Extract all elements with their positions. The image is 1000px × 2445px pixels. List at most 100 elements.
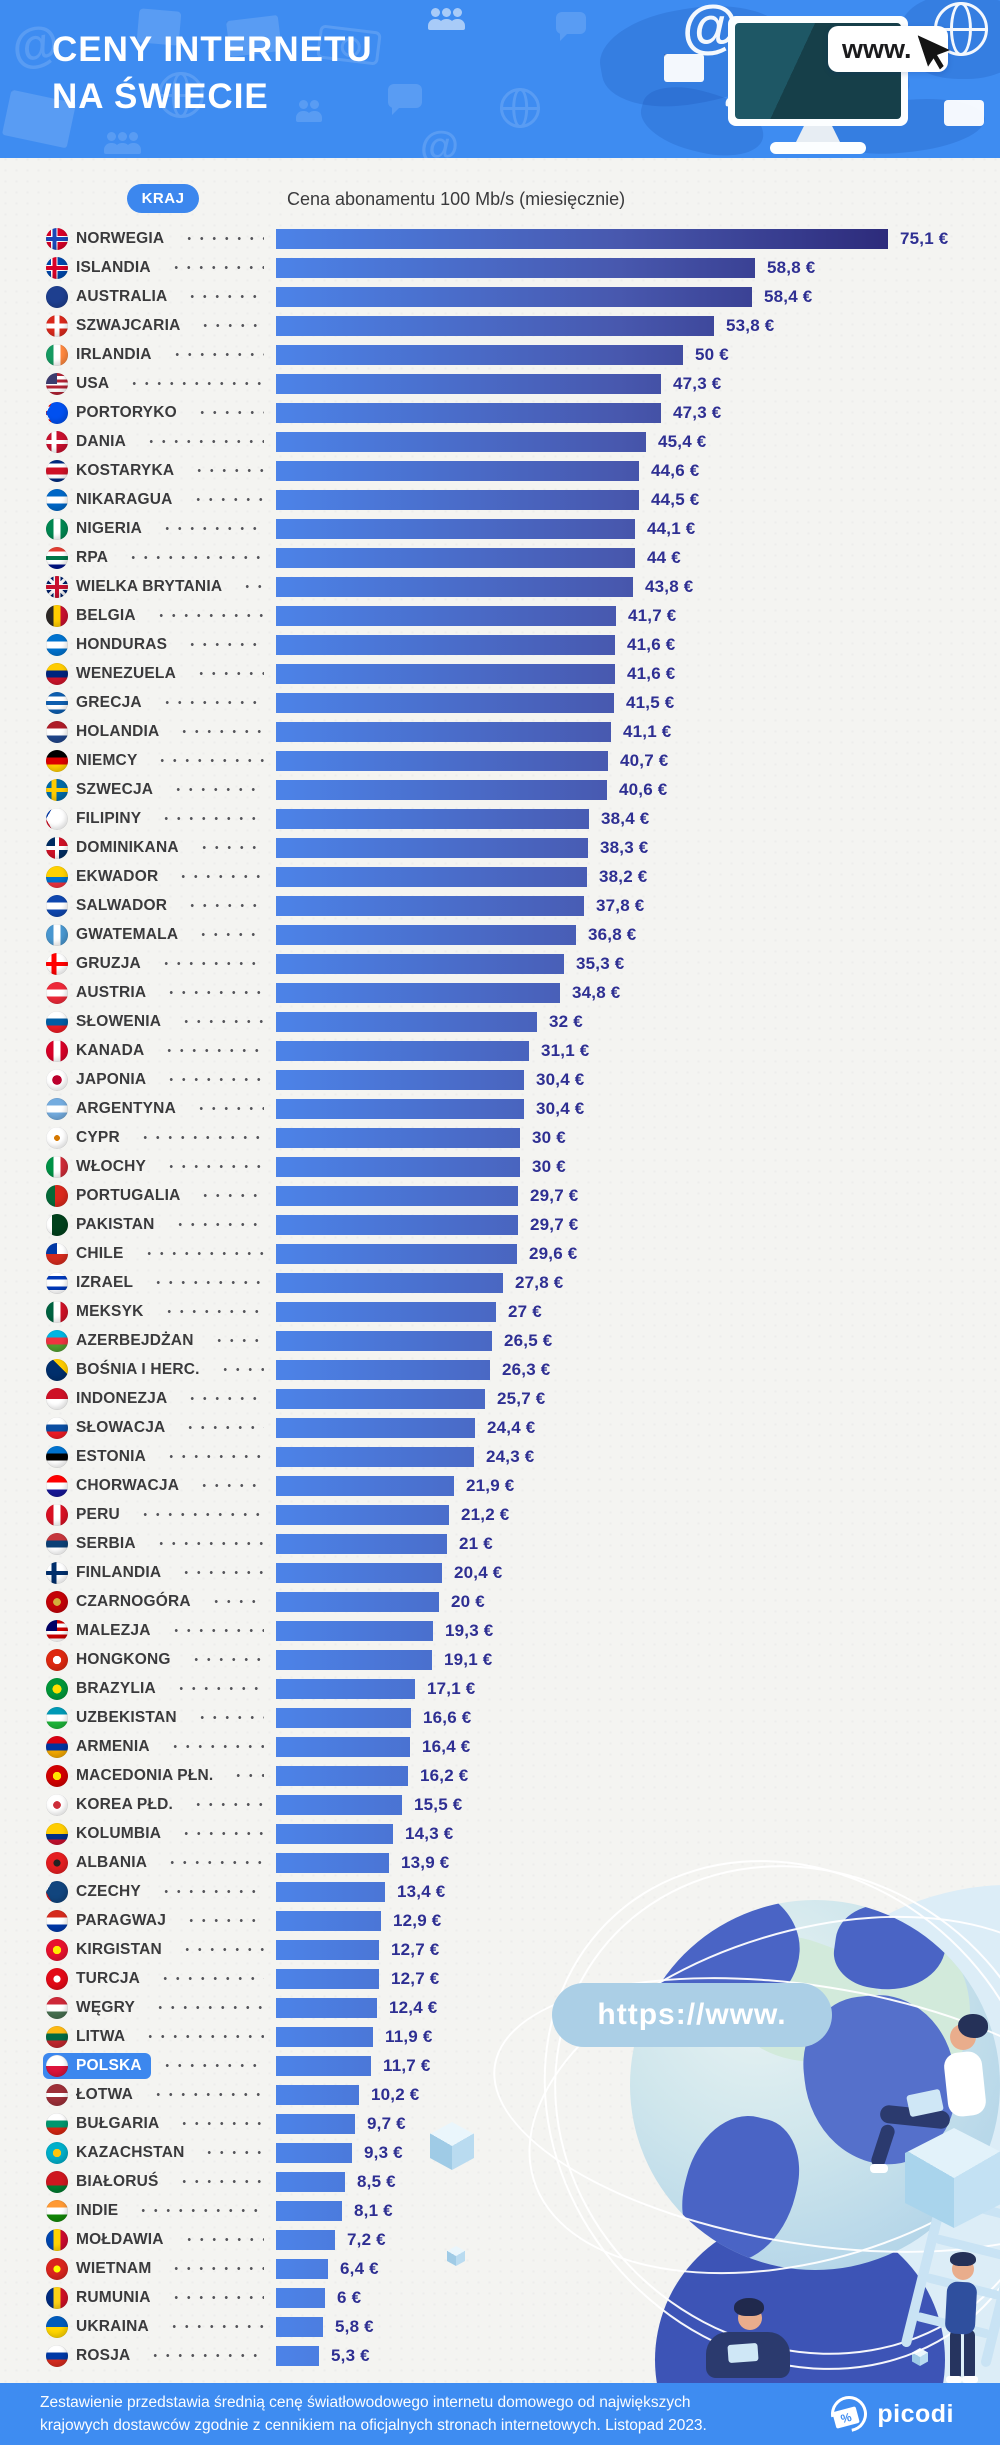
country-label: ISLANDIA bbox=[76, 258, 151, 276]
chart-row: AUSTRALIA 58,4 € bbox=[0, 282, 1000, 311]
price-value: 5,8 € bbox=[335, 2316, 374, 2336]
price-bar bbox=[276, 1968, 379, 1989]
country-group: CHORWACJA bbox=[43, 1473, 188, 1499]
chart-row: UKRAINA 5,8 € bbox=[0, 2312, 1000, 2341]
country-group: CZECHY bbox=[43, 1879, 150, 1905]
country-cell: ESTONIA bbox=[46, 1445, 276, 1468]
dotted-leader bbox=[180, 1571, 264, 1574]
price-bar bbox=[276, 1185, 518, 1206]
chart-row: ARMENIA 16,4 € bbox=[0, 1732, 1000, 1761]
price-value: 27,8 € bbox=[515, 1272, 564, 1292]
country-group: SALWADOR bbox=[43, 893, 176, 919]
country-label: CYPR bbox=[76, 1128, 120, 1146]
country-flag-icon bbox=[46, 1822, 68, 1845]
country-group: HONGKONG bbox=[43, 1647, 180, 1673]
country-flag-icon bbox=[46, 1851, 68, 1874]
country-flag-icon bbox=[46, 1358, 68, 1381]
chart-row: CZARNOGÓRA 20 € bbox=[0, 1587, 1000, 1616]
people-icon bbox=[104, 132, 141, 154]
country-cell: AUSTRALIA bbox=[43, 284, 276, 310]
country-cell: UZBEKISTAN bbox=[46, 1706, 276, 1729]
price-bar bbox=[276, 1388, 485, 1409]
dotted-leader bbox=[180, 1948, 264, 1951]
dotted-leader bbox=[163, 1049, 264, 1052]
price-value: 13,4 € bbox=[397, 1881, 446, 1901]
price-bar bbox=[276, 605, 616, 626]
dotted-leader bbox=[194, 1107, 264, 1110]
price-value: 47,3 € bbox=[673, 373, 722, 393]
country-label: LITWA bbox=[76, 2027, 126, 2045]
price-bar bbox=[276, 1678, 415, 1699]
dotted-leader bbox=[198, 1484, 264, 1487]
country-cell: SŁOWENIA bbox=[46, 1010, 276, 1033]
country-cell: UKRAINA bbox=[46, 2315, 276, 2338]
country-group: IZRAEL bbox=[43, 1270, 142, 1296]
price-bar bbox=[276, 1620, 433, 1641]
country-flag-icon bbox=[46, 1329, 68, 1352]
country-label: SALWADOR bbox=[76, 896, 168, 914]
price-value: 34,8 € bbox=[572, 982, 621, 1002]
footer-text: Zestawienie przedstawia średnią cenę świ… bbox=[40, 2391, 707, 2437]
country-cell: CHILE bbox=[46, 1242, 276, 1265]
dotted-leader bbox=[232, 1774, 264, 1777]
country-flag-icon bbox=[46, 517, 68, 540]
chart-row: NIKARAGUA 44,5 € bbox=[0, 485, 1000, 514]
footer-text-line2: krajowych dostawców zgodnie z cennikiem … bbox=[40, 2417, 707, 2434]
country-flag-icon bbox=[46, 1619, 68, 1642]
price-bar bbox=[276, 344, 683, 365]
price-value: 26,5 € bbox=[504, 1330, 553, 1350]
dotted-leader bbox=[160, 2064, 264, 2067]
price-bar bbox=[276, 2084, 359, 2105]
price-value: 30 € bbox=[532, 1127, 566, 1147]
price-value: 31,1 € bbox=[541, 1040, 590, 1060]
country-cell: KAZACHSTAN bbox=[46, 2141, 276, 2164]
dotted-leader bbox=[151, 2093, 264, 2096]
country-flag-icon bbox=[46, 778, 68, 801]
country-label: SERBIA bbox=[76, 1534, 136, 1552]
country-flag-icon bbox=[46, 546, 68, 569]
chart-row: GRUZJA 35,3 € bbox=[0, 949, 1000, 978]
country-cell: POLSKA bbox=[43, 2052, 276, 2079]
country-flag-icon bbox=[46, 1474, 68, 1497]
country-cell: MEKSYK bbox=[46, 1300, 276, 1323]
country-group: HOLANDIA bbox=[43, 719, 168, 745]
country-flag-icon bbox=[46, 401, 68, 424]
price-value: 41,5 € bbox=[626, 692, 675, 712]
globe-icon bbox=[158, 72, 204, 118]
country-flag-icon bbox=[46, 633, 68, 656]
country-group: AUSTRALIA bbox=[43, 284, 176, 310]
chart-row: WIELKA BRYTANIA 43,8 € bbox=[0, 572, 1000, 601]
chart-row: ISLANDIA 58,8 € bbox=[0, 253, 1000, 282]
dotted-leader bbox=[149, 2354, 264, 2357]
country-label: DOMINIKANA bbox=[76, 838, 179, 856]
price-value: 19,1 € bbox=[444, 1649, 493, 1669]
dotted-leader bbox=[195, 411, 264, 414]
people-icon bbox=[296, 100, 322, 122]
chart-row: HONGKONG 19,1 € bbox=[0, 1645, 1000, 1674]
price-value: 58,8 € bbox=[767, 257, 816, 277]
country-flag-icon bbox=[46, 1677, 68, 1700]
country-group: TURCJA bbox=[43, 1966, 149, 1992]
chart-row: KOREA PŁD. 15,5 € bbox=[0, 1790, 1000, 1819]
country-cell: HOLANDIA bbox=[43, 719, 276, 745]
country-cell: DANIA bbox=[46, 430, 276, 453]
country-group: DOMINIKANA bbox=[43, 835, 188, 861]
country-group: NIEMCY bbox=[43, 748, 146, 774]
dotted-leader bbox=[178, 2122, 264, 2125]
people-icon bbox=[428, 8, 465, 30]
price-value: 41,6 € bbox=[627, 634, 676, 654]
chart-row: WIETNAM 6,4 € bbox=[0, 2254, 1000, 2283]
price-value: 20,4 € bbox=[454, 1562, 503, 1582]
chart-row: ŁOTWA 10,2 € bbox=[0, 2080, 1000, 2109]
country-flag-icon bbox=[46, 2257, 68, 2280]
chart-row: BELGIA 41,7 € bbox=[0, 601, 1000, 630]
country-column-pill: KRAJ bbox=[127, 184, 199, 213]
chart-row: NIEMCY 40,7 € bbox=[0, 746, 1000, 775]
price-bar bbox=[276, 1823, 393, 1844]
country-flag-icon bbox=[46, 372, 68, 395]
country-flag-icon bbox=[46, 227, 68, 250]
price-bar bbox=[276, 1504, 449, 1525]
monitor-base bbox=[770, 142, 866, 154]
dotted-leader bbox=[199, 324, 264, 327]
country-flag-icon bbox=[46, 1706, 68, 1729]
